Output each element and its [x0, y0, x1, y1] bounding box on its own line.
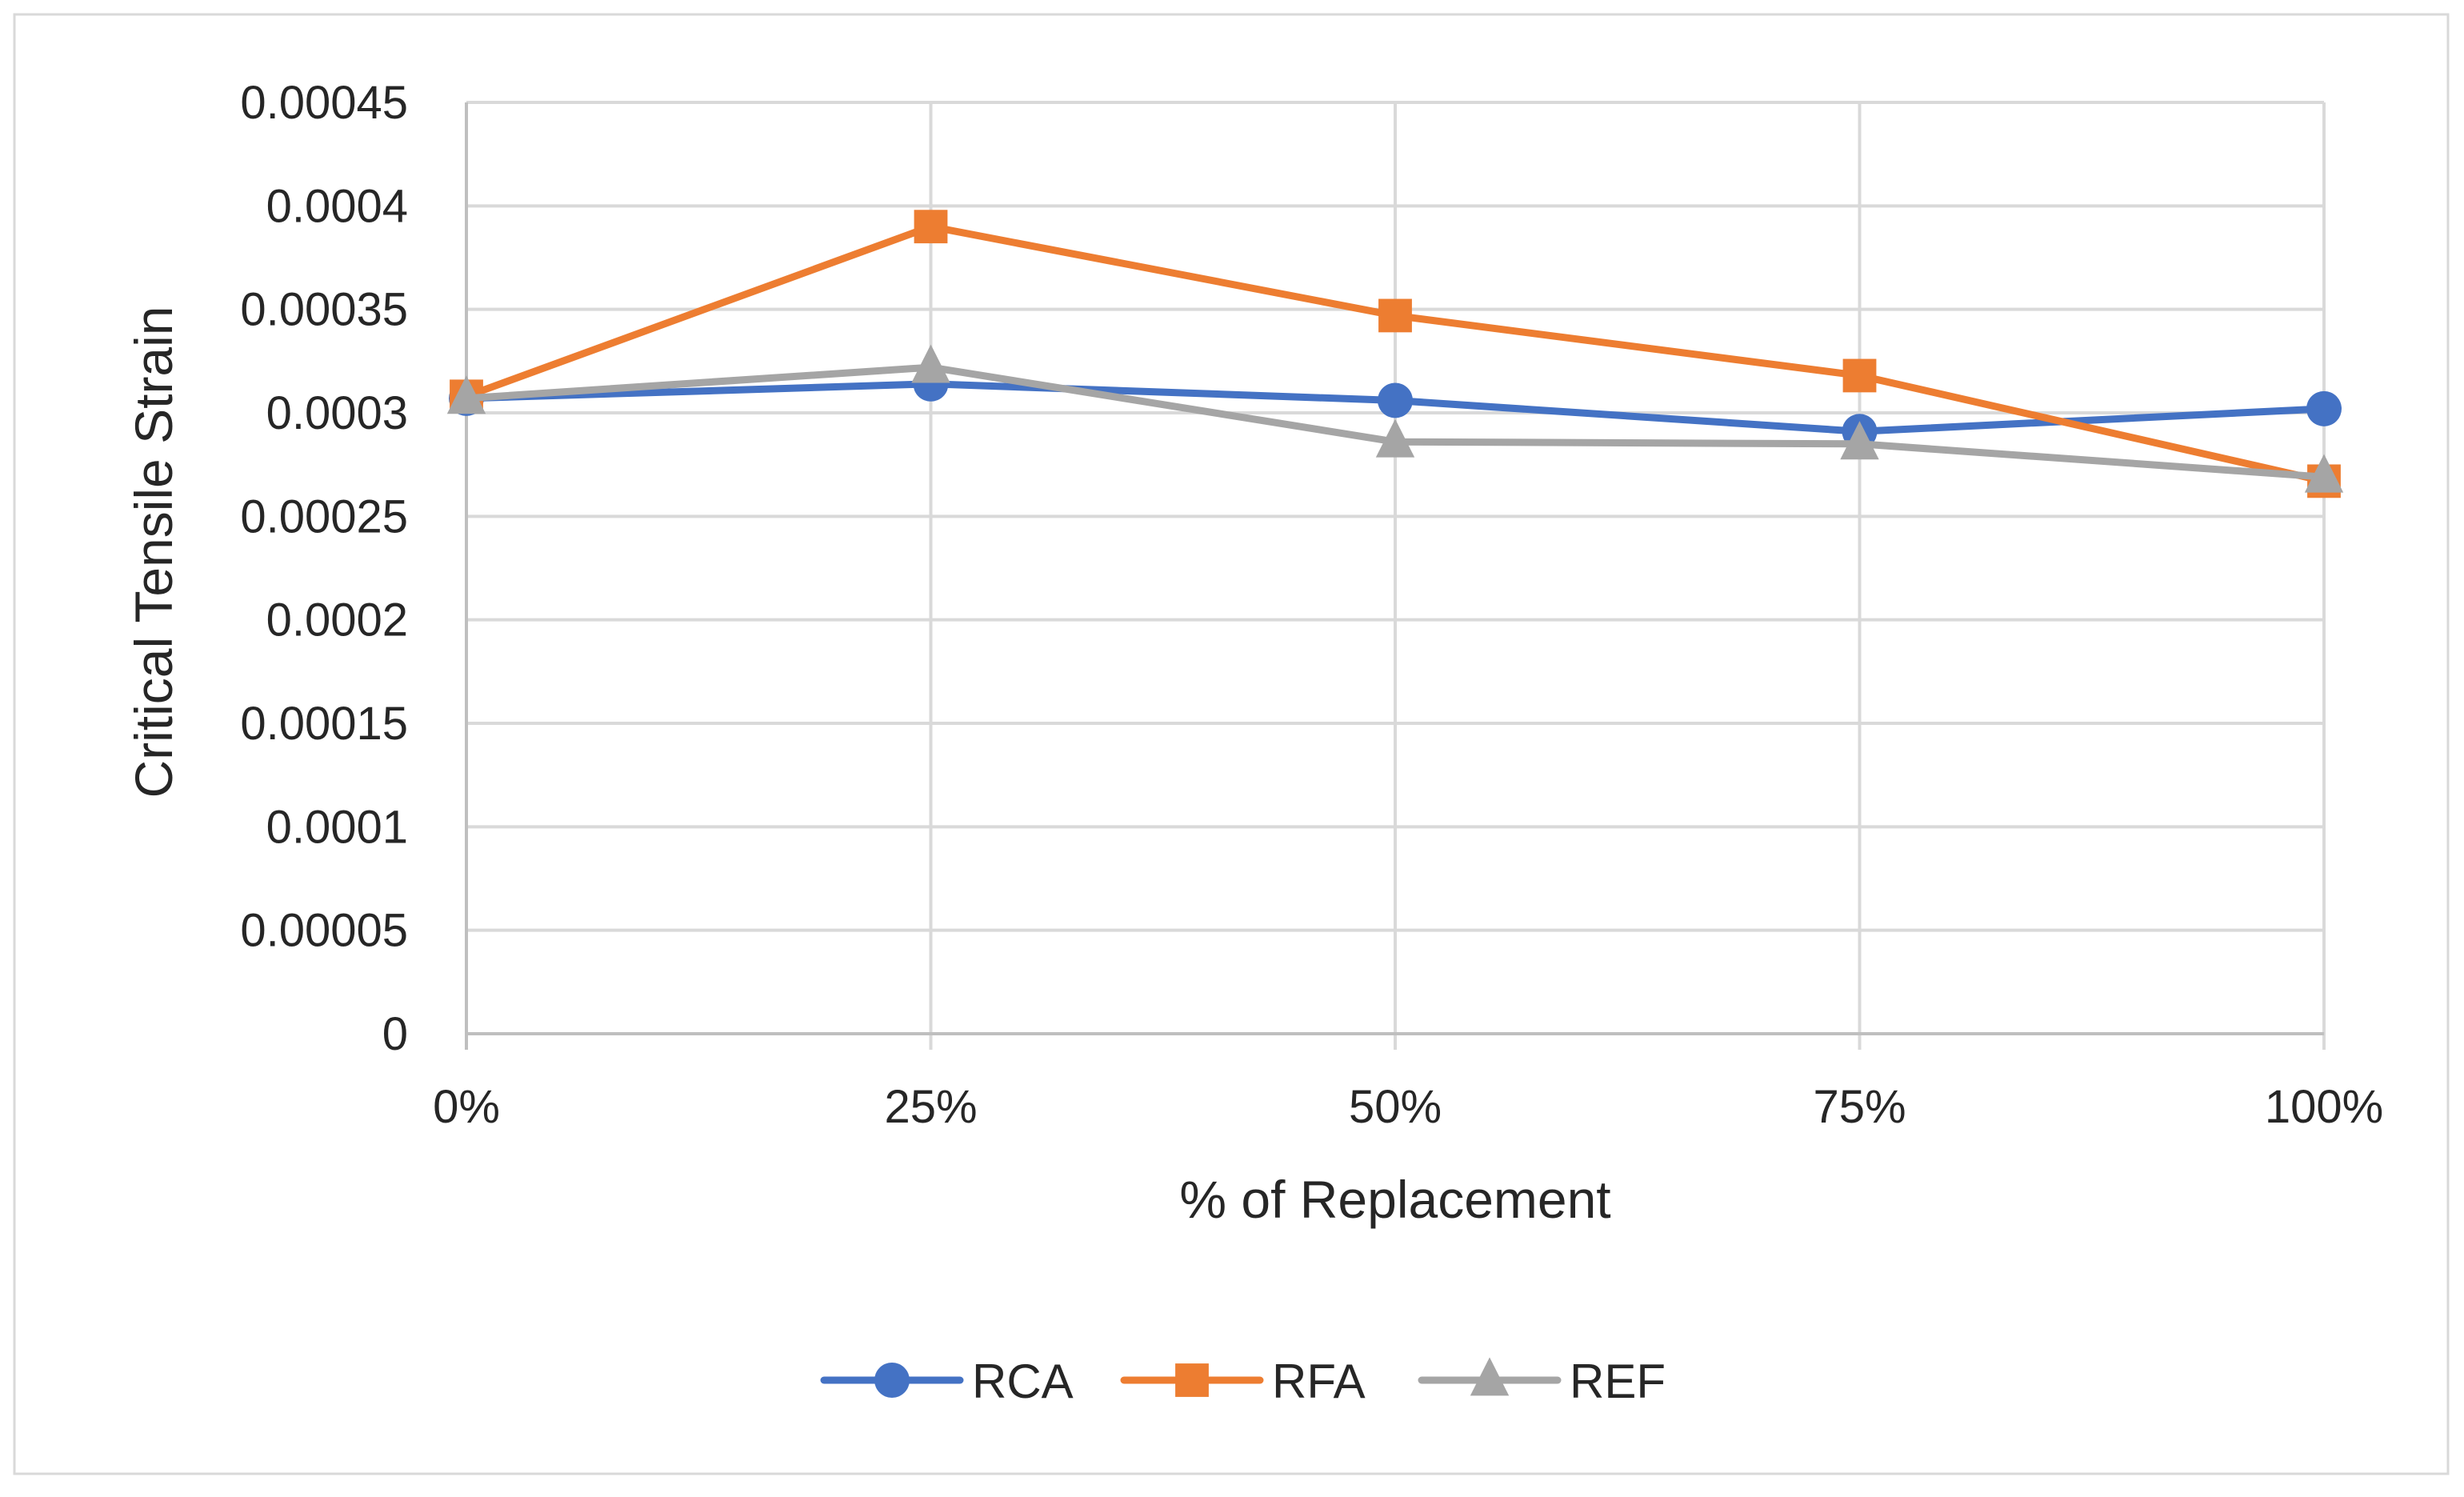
legend-marker [874, 1363, 910, 1398]
y-axis-title: Critical Tensile Strain [124, 306, 183, 798]
legend-marker [1470, 1357, 1510, 1396]
legend-label: RCA [972, 1355, 1074, 1408]
data-point-ref [911, 344, 950, 383]
y-tick-label: 0.0004 [266, 180, 408, 232]
y-tick-label: 0 [382, 1008, 408, 1060]
x-tick-label: 25% [884, 1081, 977, 1133]
data-point-ref [446, 375, 486, 414]
data-point-ref [1840, 421, 1879, 460]
legend-label: REF [1570, 1355, 1666, 1408]
data-point-rfa [1378, 298, 1412, 333]
data-point-rca [1378, 382, 1413, 418]
legend-item-rca: RCA [820, 1355, 1074, 1408]
y-tick-label: 0.00005 [240, 905, 408, 957]
legend-item-ref: REF [1418, 1355, 1666, 1408]
chart-frame [13, 13, 2450, 1475]
legend-item-rfa: RFA [1120, 1355, 1366, 1408]
x-tick-label: 100% [2265, 1081, 2383, 1133]
data-point-rca [2306, 390, 2342, 426]
y-tick-label: 0.0001 [266, 801, 408, 853]
y-tick-label: 0.0002 [266, 594, 408, 646]
legend-marker [1175, 1363, 1209, 1397]
x-tick-label: 0% [433, 1081, 500, 1133]
data-point-ref [2304, 454, 2344, 493]
data-point-rfa [1842, 358, 1877, 393]
x-tick-label: 75% [1813, 1081, 1906, 1133]
y-tick-label: 0.00035 [240, 284, 408, 336]
series-ref [446, 344, 2344, 493]
y-tick-label: 0.00045 [240, 77, 408, 129]
data-point-rfa [914, 210, 948, 244]
y-tick-label: 0.0003 [266, 387, 408, 439]
y-tick-label: 0.00025 [240, 490, 408, 542]
legend-label: RFA [1272, 1355, 1366, 1408]
data-point-ref [1375, 418, 1415, 458]
y-tick-label: 0.00015 [240, 698, 408, 750]
x-axis-title: % of Replacement [1179, 1170, 1610, 1229]
x-tick-label: 50% [1349, 1081, 1442, 1133]
